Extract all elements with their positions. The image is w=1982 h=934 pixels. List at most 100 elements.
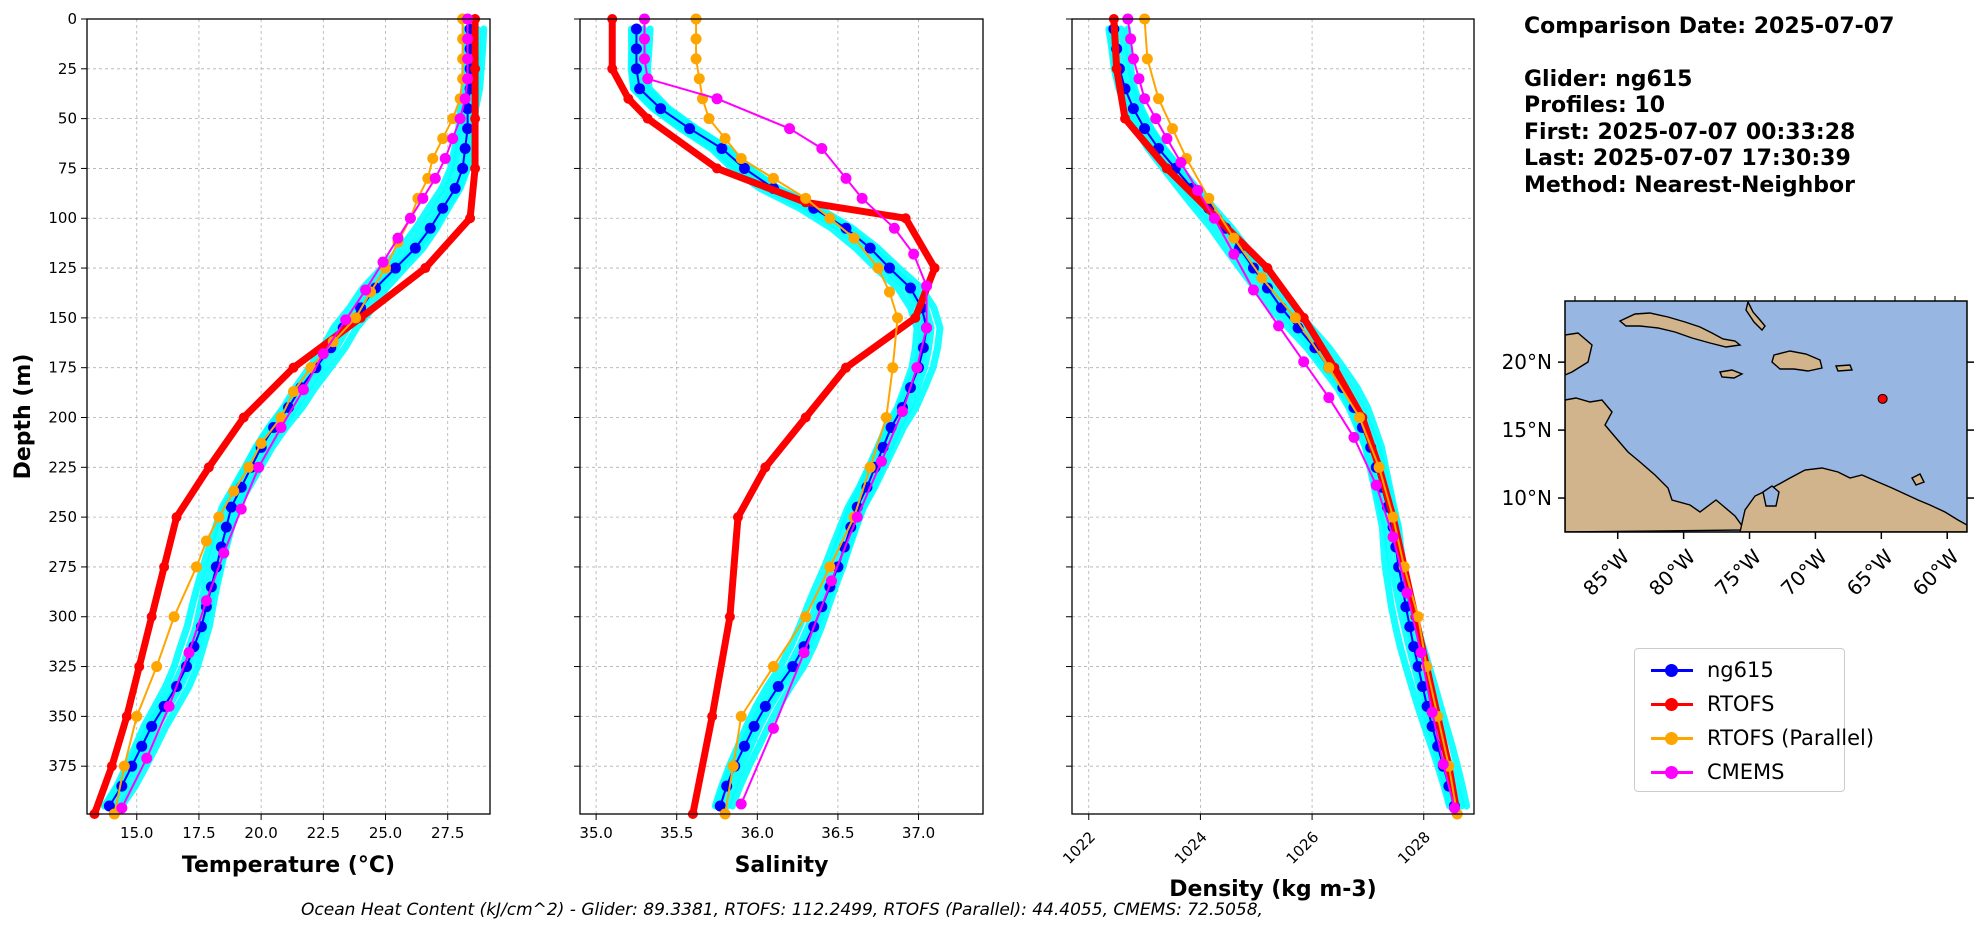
data-point xyxy=(716,143,728,155)
y-tick-label: 350 xyxy=(48,707,77,725)
data-point xyxy=(707,711,718,722)
x-tick-label: 20.0 xyxy=(244,824,277,842)
data-point xyxy=(908,248,920,260)
data-point xyxy=(824,561,836,573)
y-tick-label: 125 xyxy=(48,259,77,277)
data-point xyxy=(228,485,240,497)
data-point xyxy=(1208,212,1220,224)
data-point xyxy=(864,242,876,254)
glider-location-marker xyxy=(1877,393,1888,404)
data-point xyxy=(856,192,868,204)
map-lat-label: 10°N xyxy=(1502,486,1552,510)
data-point xyxy=(297,384,309,396)
data-point xyxy=(287,386,299,398)
data-point xyxy=(888,222,900,234)
data-point xyxy=(288,362,299,373)
data-point xyxy=(275,411,287,423)
data-point xyxy=(1273,320,1285,332)
map-land-bahamas xyxy=(1745,301,1766,332)
map-lat-label: 15°N xyxy=(1502,418,1552,442)
series-cmems xyxy=(638,13,933,810)
map-land-south-america xyxy=(1739,467,1967,532)
data-point xyxy=(840,172,852,184)
data-point xyxy=(1373,461,1385,473)
series-cmems xyxy=(116,13,474,814)
data-point xyxy=(1161,133,1173,145)
data-point xyxy=(447,133,459,145)
legend-label: CMEMS xyxy=(1707,760,1785,784)
data-point xyxy=(360,284,372,296)
y-tick-label: 275 xyxy=(48,558,77,576)
data-point xyxy=(1167,123,1178,135)
data-point xyxy=(1203,192,1215,204)
data-point xyxy=(655,103,667,115)
data-point xyxy=(404,212,416,224)
data-point xyxy=(1153,93,1165,105)
data-point xyxy=(255,437,267,449)
data-point xyxy=(350,312,362,324)
legend-marker-swatch xyxy=(1665,664,1678,677)
data-point xyxy=(884,262,896,274)
data-point xyxy=(1298,356,1310,368)
spacer xyxy=(1524,41,1894,67)
data-point xyxy=(134,661,145,672)
map-land-mexico-central-america xyxy=(1565,332,1593,376)
data-point xyxy=(1412,661,1424,673)
x-tick-label: 1024 xyxy=(1171,828,1211,868)
data-point xyxy=(1408,641,1420,653)
data-point xyxy=(634,83,646,95)
data-point xyxy=(787,661,799,673)
profile-count: Profiles: 10 xyxy=(1524,93,1666,118)
data-point xyxy=(1120,113,1131,124)
map-lon-label: 70°W xyxy=(1776,544,1832,600)
data-point xyxy=(1139,123,1151,135)
x-tick-label: 37.0 xyxy=(902,824,935,842)
map-lake-maracaibo xyxy=(1762,485,1780,507)
x-tick-label: 1022 xyxy=(1059,828,1099,868)
data-point xyxy=(200,535,212,547)
panel-2: 35.0 35.5 36.0 36.5 37.0 Salinity xyxy=(574,13,984,878)
data-point xyxy=(772,680,784,692)
y-tick-label: 50 xyxy=(58,110,77,128)
data-point xyxy=(784,123,796,135)
y-tick-label: 300 xyxy=(48,608,77,626)
data-point xyxy=(171,512,182,523)
data-point xyxy=(243,461,255,473)
data-point xyxy=(459,93,471,105)
last-time: Last: 2025-07-07 17:30:39 xyxy=(1524,146,1851,171)
data-point xyxy=(1228,248,1240,260)
y-tick-label: 200 xyxy=(48,408,77,426)
data-point xyxy=(141,752,153,764)
data-point xyxy=(253,461,265,473)
data-point xyxy=(136,740,148,752)
axes-frame xyxy=(1071,18,1475,815)
data-point xyxy=(1412,611,1424,623)
data-point xyxy=(735,152,747,164)
data-point xyxy=(732,512,743,523)
data-point xyxy=(146,611,157,622)
map-land-hispaniola xyxy=(1771,350,1823,372)
data-point xyxy=(457,162,469,174)
y-tick-label: 325 xyxy=(48,658,77,676)
data-point xyxy=(1133,73,1145,85)
map-frame xyxy=(1564,300,1968,533)
data-point xyxy=(875,455,887,467)
data-point xyxy=(151,661,163,673)
data-point xyxy=(427,152,439,164)
data-point xyxy=(218,547,230,559)
data-point xyxy=(1127,53,1139,65)
data-point xyxy=(121,711,132,722)
map-land-trinidad xyxy=(1911,473,1925,486)
data-point xyxy=(800,611,812,623)
y-tick-label: 250 xyxy=(48,508,77,526)
data-point xyxy=(462,123,474,135)
data-point xyxy=(1323,392,1335,404)
data-point xyxy=(767,172,779,184)
data-point xyxy=(800,412,811,423)
data-point xyxy=(712,163,723,174)
data-point xyxy=(748,720,760,732)
info-panel: Comparison Date: 2025-07-07 Glider: ng615… xyxy=(1524,14,1894,199)
map-lat-label: 20°N xyxy=(1502,350,1552,374)
y-tick-label: 75 xyxy=(58,159,77,177)
data-point xyxy=(1261,282,1273,294)
